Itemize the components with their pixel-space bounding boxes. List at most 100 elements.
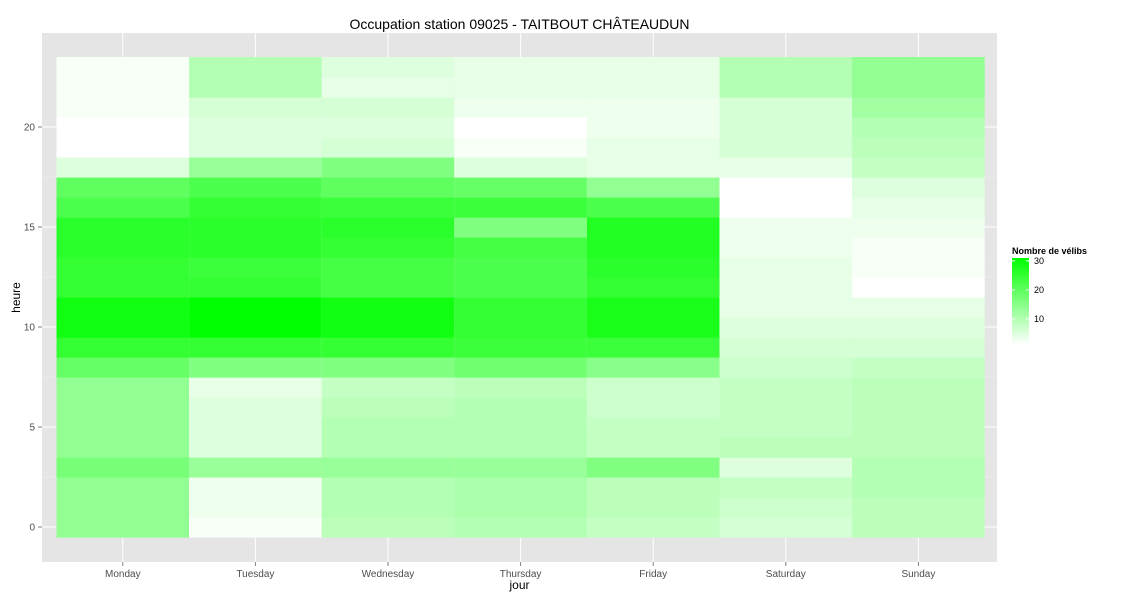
heatmap-cell: [719, 77, 853, 98]
heatmap-cell: [719, 157, 853, 178]
y-tick-label: 10: [24, 323, 36, 334]
heatmap-cell: [454, 277, 587, 298]
heatmap-cell: [321, 417, 455, 438]
y-axis-title: heure: [9, 282, 23, 313]
heatmap-cell: [321, 237, 455, 258]
heatmap-cell: [321, 497, 455, 518]
heatmap-cell: [719, 337, 853, 358]
legend-colorbar: [1012, 258, 1029, 345]
heatmap-cell: [586, 457, 720, 478]
heatmap-cell: [586, 497, 720, 518]
heatmap-cell: [189, 117, 322, 138]
legend-label: 30: [1034, 256, 1044, 266]
y-tick-label: 5: [29, 423, 35, 434]
heatmap-cell: [454, 497, 587, 518]
heatmap-cell: [189, 257, 322, 278]
heatmap-cell: [56, 477, 190, 498]
heatmap-cell: [189, 497, 322, 518]
heatmap-cell: [852, 117, 985, 138]
heatmap-cell: [189, 177, 322, 198]
x-tick-label: Sunday: [901, 569, 935, 580]
heatmap-cell: [852, 397, 985, 418]
heatmap-cell: [852, 157, 985, 178]
heatmap-cell: [189, 97, 322, 118]
heatmap-cell: [321, 397, 455, 418]
heatmap-cell: [321, 477, 455, 498]
heatmap-cell: [56, 137, 190, 158]
heatmap-cell: [321, 177, 455, 198]
heatmap-cell: [852, 97, 985, 118]
heatmap-cell: [586, 357, 720, 378]
heatmap-cell: [189, 417, 322, 438]
heatmap-cell: [719, 197, 853, 218]
heatmap-cell: [454, 257, 587, 278]
heatmap-cell: [189, 357, 322, 378]
heatmap-cell: [454, 377, 587, 398]
heatmap-cell: [321, 437, 455, 458]
heatmap-cell: [321, 157, 455, 178]
heatmap-cell: [454, 357, 587, 378]
heatmap-cell: [56, 77, 190, 98]
heatmap-cell: [852, 357, 985, 378]
color-legend: Nombre de vélibs 30 20 10: [1012, 246, 1087, 345]
heatmap-cell: [56, 497, 190, 518]
heatmap-cell: [719, 57, 853, 78]
heatmap-cell: [719, 137, 853, 158]
heatmap-cell: [321, 217, 455, 238]
heatmap-cell: [586, 257, 720, 278]
legend-title: Nombre de vélibs: [1012, 246, 1087, 256]
heatmap-cell: [852, 77, 985, 98]
heatmap-cell: [586, 137, 720, 158]
y-tick-label: 20: [24, 123, 36, 134]
heatmap-cell: [189, 377, 322, 398]
heatmap-cell: [586, 237, 720, 258]
heatmap-cell: [586, 437, 720, 458]
heatmap-cell: [454, 337, 587, 358]
heatmap-cell: [56, 157, 190, 178]
heatmap-cell: [56, 297, 190, 318]
y-tick-label: 0: [29, 523, 35, 534]
heatmap-cell: [321, 97, 455, 118]
heatmap-cell: [454, 77, 587, 98]
heatmap-cell: [189, 517, 322, 538]
heatmap-cell: [586, 297, 720, 318]
heatmap-cell: [586, 57, 720, 78]
heatmap-cell: [189, 397, 322, 418]
heatmap-cell: [586, 117, 720, 138]
heatmap-cell: [454, 397, 587, 418]
heatmap-cell: [586, 417, 720, 438]
heatmap-cell: [852, 317, 985, 338]
heatmap-cell: [189, 77, 322, 98]
heatmap-tiles: [56, 57, 985, 538]
heatmap-cell: [586, 397, 720, 418]
heatmap-cell: [586, 337, 720, 358]
heatmap-cell: [454, 217, 587, 238]
heatmap-cell: [454, 177, 587, 198]
legend-ticks: 30 20 10: [1012, 256, 1044, 324]
heatmap-cell: [852, 277, 985, 298]
heatmap-cell: [719, 257, 853, 278]
heatmap-cell: [719, 517, 853, 538]
heatmap-cell: [454, 197, 587, 218]
heatmap-cell: [321, 337, 455, 358]
heatmap-cell: [189, 297, 322, 318]
heatmap-cell: [56, 217, 190, 238]
heatmap-cell: [852, 497, 985, 518]
heatmap-cell: [189, 437, 322, 458]
heatmap-cell: [321, 297, 455, 318]
heatmap-cell: [719, 477, 853, 498]
heatmap-cell: [321, 57, 455, 78]
heatmap-cell: [852, 517, 985, 538]
heatmap-cell: [56, 377, 190, 398]
heatmap-cell: [454, 137, 587, 158]
heatmap-cell: [852, 137, 985, 158]
chart-title: Occupation station 09025 - TAITBOUT CHÂT…: [349, 16, 689, 32]
heatmap-cell: [852, 477, 985, 498]
x-tick-label: Saturday: [766, 569, 806, 580]
heatmap-cell: [321, 517, 455, 538]
heatmap-cell: [719, 217, 853, 238]
heatmap-cell: [852, 177, 985, 198]
heatmap-cell: [719, 457, 853, 478]
heatmap-cell: [189, 277, 322, 298]
heatmap-cell: [321, 117, 455, 138]
